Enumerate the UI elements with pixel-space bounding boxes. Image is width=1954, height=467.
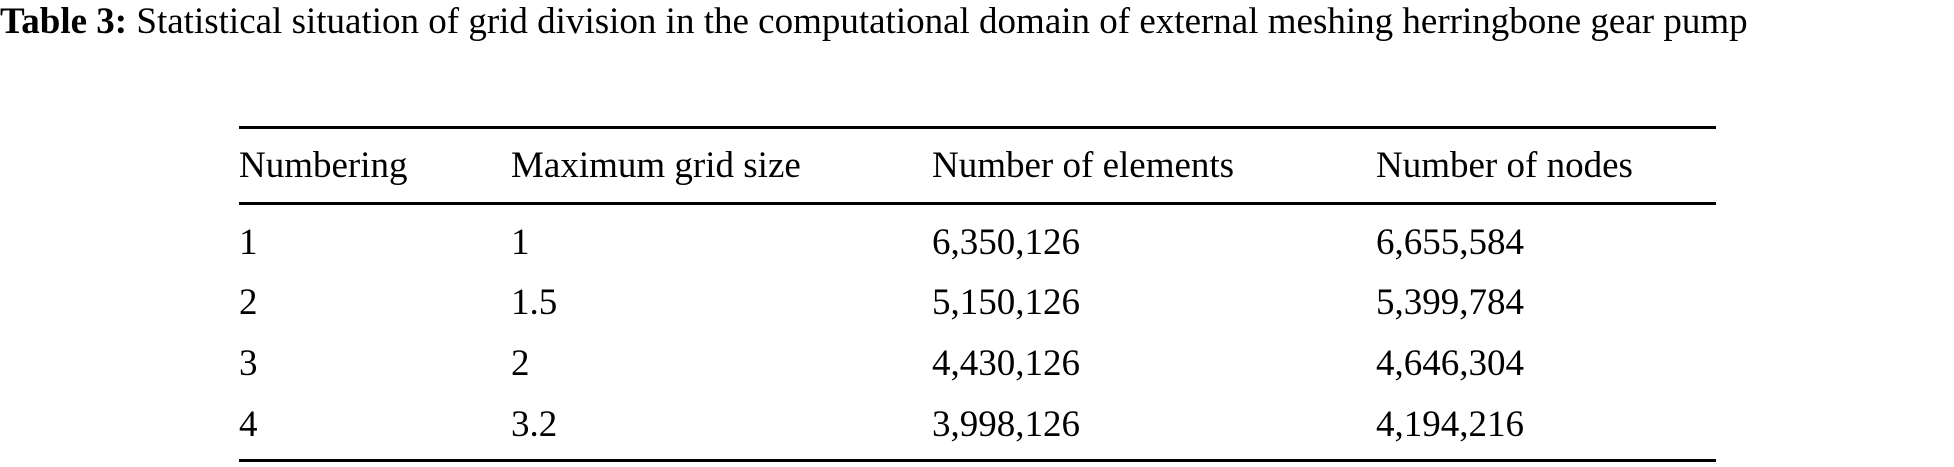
cell-max-grid-size: 2 [511, 343, 530, 384]
cell-elements: 6,350,126 [932, 222, 1080, 263]
cell-numbering: 1 [239, 222, 258, 263]
header-rule [239, 202, 1716, 205]
cell-elements: 3,998,126 [932, 404, 1080, 445]
cell-elements: 4,430,126 [932, 343, 1080, 384]
header-numbering: Numbering [239, 145, 408, 186]
cell-max-grid-size: 1.5 [511, 282, 558, 323]
top-rule [239, 126, 1716, 129]
table-caption: Table 3: Statistical situation of grid d… [0, 0, 1954, 44]
cell-nodes: 5,399,784 [1376, 282, 1524, 323]
cell-nodes: 4,194,216 [1376, 404, 1524, 445]
cell-max-grid-size: 1 [511, 222, 530, 263]
header-nodes: Number of nodes [1376, 145, 1633, 186]
cell-nodes: 6,655,584 [1376, 222, 1524, 263]
table-row: 2 1.5 5,150,126 5,399,784 [239, 278, 1716, 328]
table-header-row: Numbering Maximum grid size Number of el… [239, 141, 1716, 191]
cell-numbering: 3 [239, 343, 258, 384]
cell-max-grid-size: 3.2 [511, 404, 558, 445]
cell-nodes: 4,646,304 [1376, 343, 1524, 384]
table-row: 4 3.2 3,998,126 4,194,216 [239, 400, 1716, 450]
cell-elements: 5,150,126 [932, 282, 1080, 323]
bottom-rule [239, 459, 1716, 462]
header-elements: Number of elements [932, 145, 1235, 186]
table-row: 3 2 4,430,126 4,646,304 [239, 339, 1716, 389]
cell-numbering: 2 [239, 282, 258, 323]
cell-numbering: 4 [239, 404, 258, 445]
table-label: Table 3: [0, 1, 128, 42]
table-row: 1 1 6,350,126 6,655,584 [239, 218, 1716, 268]
caption-text: Statistical situation of grid division i… [136, 1, 1748, 42]
header-max-grid-size: Maximum grid size [511, 145, 801, 186]
